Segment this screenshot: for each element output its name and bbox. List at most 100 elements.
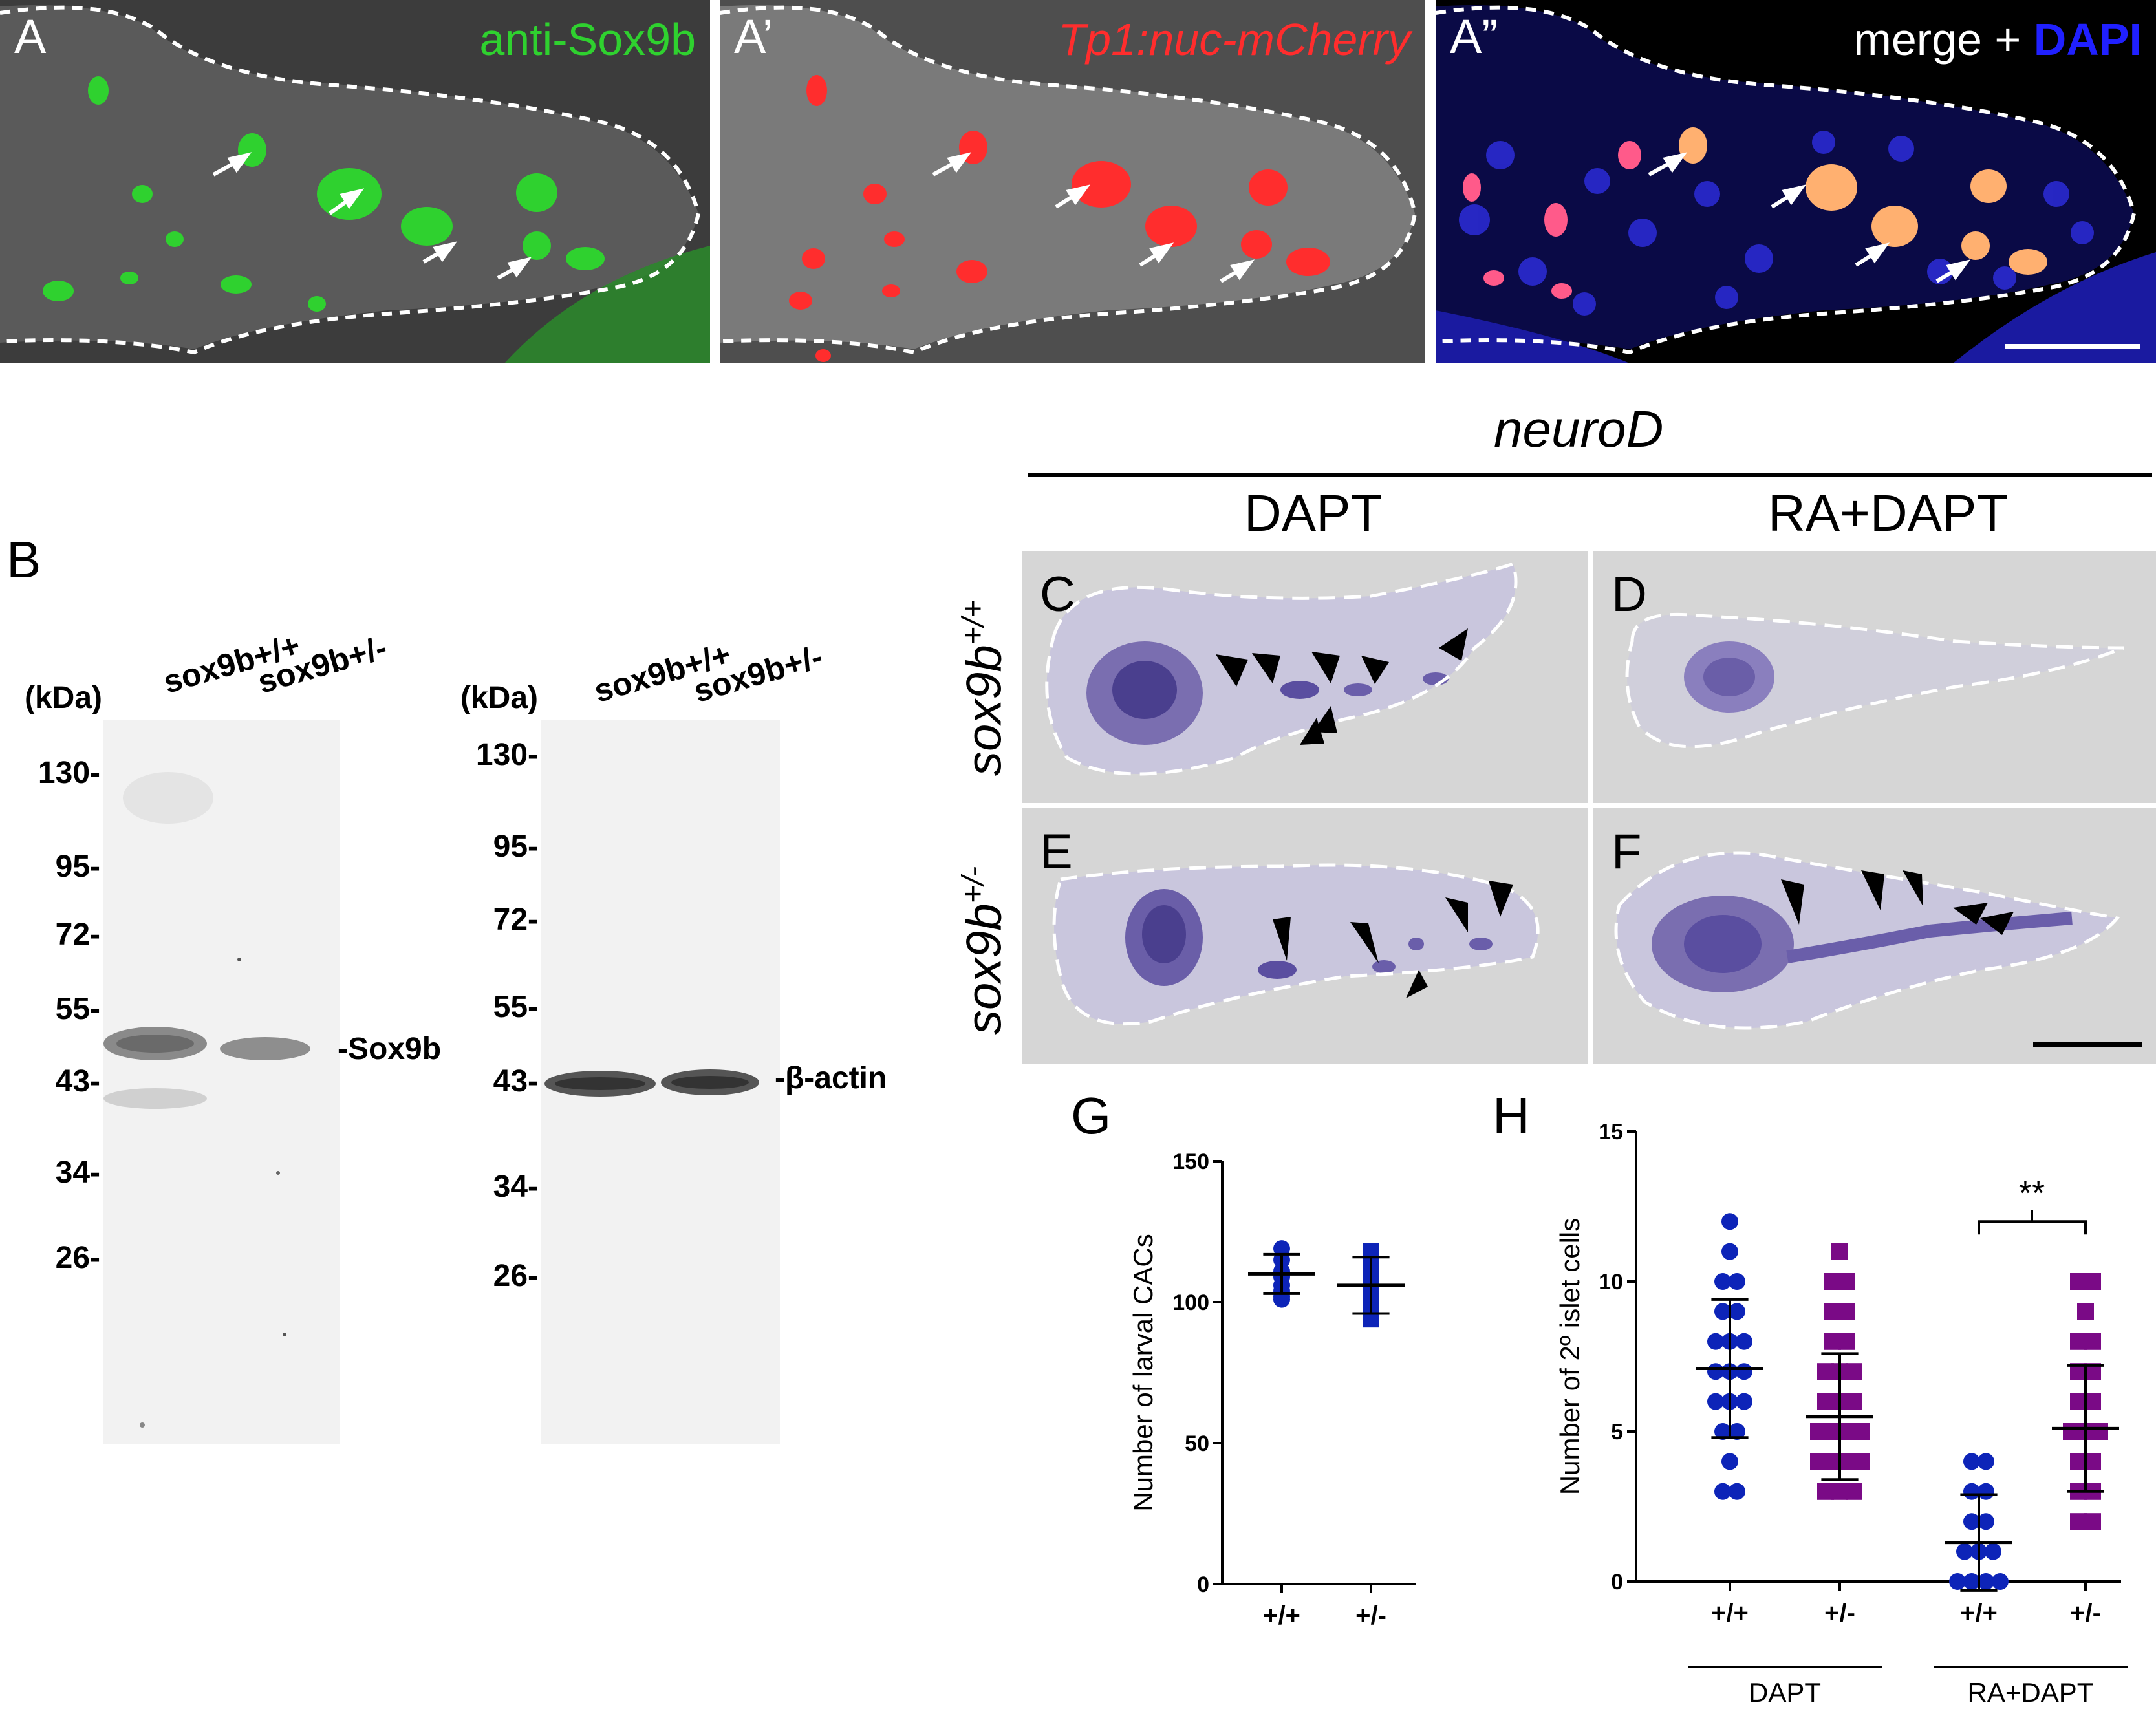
data-point bbox=[1846, 1393, 1862, 1410]
column-label-dapt: DAPT bbox=[1244, 484, 1383, 542]
panel-label-h: H bbox=[1493, 1087, 1530, 1144]
blot1-tick-43: 43- bbox=[55, 1064, 100, 1099]
data-point bbox=[1831, 1483, 1848, 1500]
data-point bbox=[1736, 1393, 1752, 1410]
column-label-ra-dapt: RA+DAPT bbox=[1768, 484, 2009, 542]
data-point bbox=[1729, 1303, 1745, 1320]
gene-title: neuroD bbox=[1494, 400, 1664, 458]
blot1-tick-26: 26- bbox=[55, 1241, 100, 1275]
data-point bbox=[1853, 1453, 1870, 1470]
blot2-unit-label: (kDa) bbox=[460, 681, 539, 715]
data-point bbox=[1824, 1453, 1841, 1470]
data-point bbox=[1838, 1333, 1855, 1350]
x-tick-label: +/+ bbox=[1960, 1599, 1998, 1627]
ish-panel-f: F bbox=[1593, 808, 2156, 1064]
data-point bbox=[2084, 1513, 2101, 1530]
data-point bbox=[1824, 1423, 1841, 1440]
data-point bbox=[1985, 1543, 2001, 1560]
blot2-tick-43: 43- bbox=[493, 1064, 538, 1099]
row-label-wildtype: sox9b+/+ bbox=[956, 600, 1012, 776]
data-point bbox=[2077, 1303, 2094, 1320]
data-point bbox=[1736, 1333, 1752, 1350]
data-point bbox=[1963, 1453, 1980, 1470]
data-point bbox=[1273, 1291, 1290, 1308]
x-tick-label: +/- bbox=[2070, 1599, 2101, 1627]
y-tick-label: 5 bbox=[1611, 1420, 1623, 1444]
data-point bbox=[1978, 1573, 1994, 1590]
dapi-text: DAPI bbox=[2033, 14, 2142, 65]
data-point bbox=[1721, 1453, 1738, 1470]
data-point bbox=[1817, 1483, 1834, 1500]
x-tick-label: +/- bbox=[1824, 1599, 1855, 1627]
data-point bbox=[1729, 1273, 1745, 1290]
data-point bbox=[1729, 1423, 1745, 1440]
group-label: DAPT bbox=[1749, 1677, 1821, 1708]
data-point bbox=[1736, 1363, 1752, 1380]
data-point bbox=[2091, 1423, 2108, 1440]
panel-title-anti-sox9b: anti-Sox9b bbox=[479, 14, 696, 65]
data-point bbox=[1963, 1573, 1980, 1590]
data-point bbox=[1838, 1423, 1855, 1440]
x-tick-label: +/+ bbox=[1263, 1602, 1300, 1630]
ish-panel-d: D bbox=[1593, 551, 2156, 803]
merge-text: merge + bbox=[1853, 14, 2034, 65]
blot2-tick-55: 55- bbox=[493, 990, 538, 1024]
data-point bbox=[2070, 1513, 2087, 1530]
panel-label-c: C bbox=[1040, 567, 1075, 622]
data-point bbox=[1714, 1273, 1731, 1290]
data-point bbox=[1949, 1573, 1966, 1590]
data-point bbox=[1838, 1303, 1855, 1320]
blot1-membrane bbox=[103, 720, 340, 1444]
chart-g: 0 50 100 150 Number of larval CACs +/+ +/- bbox=[1128, 1150, 1416, 1630]
data-point bbox=[1810, 1453, 1827, 1470]
blot1-tick-130: 130- bbox=[38, 756, 100, 790]
data-point bbox=[2070, 1393, 2087, 1410]
ish-panel-e: E bbox=[1022, 808, 1588, 1064]
data-point bbox=[1721, 1213, 1738, 1230]
blot1-tick-55: 55- bbox=[55, 992, 100, 1026]
blot1-band-label: -Sox9b bbox=[338, 1032, 442, 1066]
row-label-heterozygous: sox9b+/- bbox=[956, 866, 1012, 1035]
x-tick-label: +/+ bbox=[1711, 1599, 1749, 1627]
data-point bbox=[2070, 1333, 2087, 1350]
micrograph-merge-dapi: A” merge + DAPI bbox=[1436, 0, 2156, 363]
data-point bbox=[1824, 1333, 1841, 1350]
row-label-het-gene: sox9b bbox=[956, 903, 1012, 1035]
data-point bbox=[1824, 1303, 1841, 1320]
y-tick-label: 0 bbox=[1197, 1572, 1209, 1597]
y-tick-label: 150 bbox=[1172, 1150, 1209, 1174]
data-point bbox=[1721, 1243, 1738, 1260]
data-point bbox=[1992, 1573, 2009, 1590]
blot1-tick-95: 95- bbox=[55, 850, 100, 884]
data-point bbox=[1846, 1363, 1862, 1380]
scale-bar-a bbox=[2005, 344, 2140, 349]
y-tick-label: 0 bbox=[1611, 1570, 1623, 1594]
data-point bbox=[1707, 1333, 1724, 1350]
significance-bracket bbox=[1978, 1220, 2087, 1235]
data-point bbox=[1838, 1453, 1855, 1470]
micrograph-tp1-mcherry: A’ Tp1:nuc-mCherry bbox=[720, 0, 1425, 363]
data-point bbox=[1810, 1423, 1827, 1440]
blot2-tick-34: 34- bbox=[493, 1170, 538, 1204]
data-point bbox=[2070, 1453, 2087, 1470]
data-point bbox=[1714, 1483, 1731, 1500]
data-point bbox=[1853, 1423, 1870, 1440]
data-point bbox=[1729, 1483, 1745, 1500]
blot2-tick-130: 130- bbox=[475, 738, 538, 772]
data-point bbox=[1956, 1543, 1973, 1560]
data-point bbox=[1817, 1363, 1834, 1380]
blot2-band-label: -β-actin bbox=[775, 1061, 887, 1095]
data-point bbox=[1707, 1393, 1724, 1410]
scale-bar-cf bbox=[2033, 1042, 2142, 1047]
panel-label-a-double-prime: A” bbox=[1450, 10, 1498, 63]
ish-panel-c: C bbox=[1022, 551, 1588, 803]
data-point bbox=[2070, 1273, 2087, 1290]
panel-label-g: G bbox=[1071, 1087, 1112, 1144]
blot2-tick-26: 26- bbox=[493, 1259, 538, 1293]
blot2-membrane bbox=[541, 720, 780, 1444]
data-point bbox=[1817, 1393, 1834, 1410]
significance-label: ** bbox=[2019, 1175, 2045, 1212]
data-point bbox=[1978, 1513, 1994, 1530]
blot1-tick-34: 34- bbox=[55, 1155, 100, 1190]
panel-label-a: A bbox=[14, 10, 47, 63]
